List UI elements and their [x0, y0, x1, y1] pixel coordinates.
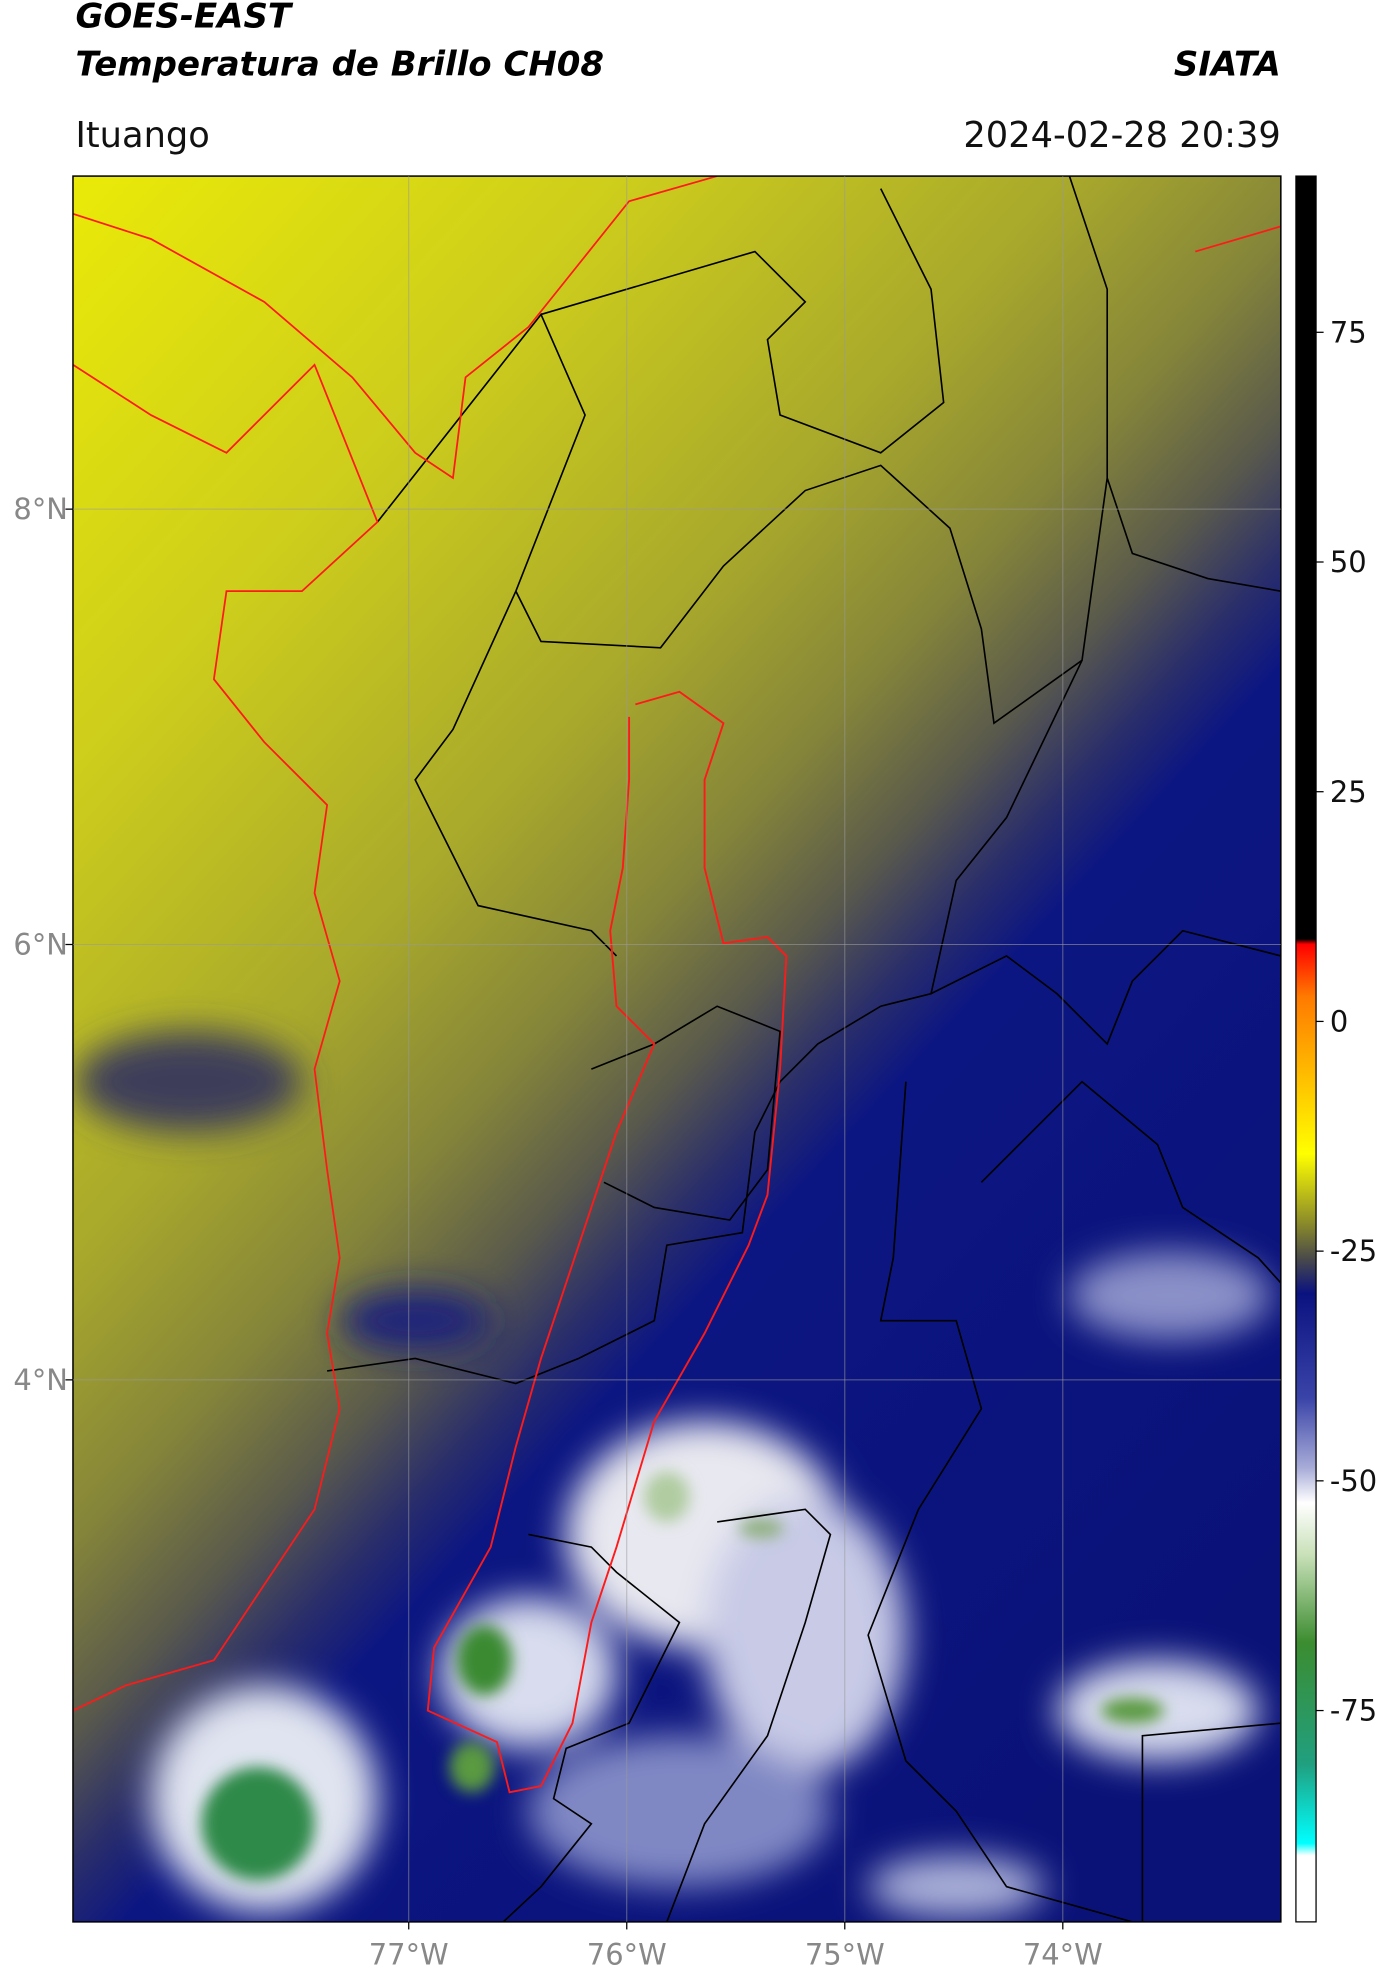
boundary	[414, 590, 618, 957]
boundary	[1106, 477, 1281, 592]
ituango-basin	[426, 690, 788, 1794]
cloud	[75, 1031, 302, 1132]
cold-core	[456, 1625, 513, 1696]
colorbar-tick-label: 25	[1330, 775, 1367, 809]
boundary	[1141, 1722, 1281, 1922]
cold-cores	[201, 1471, 1164, 1881]
coastline	[72, 176, 1281, 1712]
y-tick-label: 4°N	[13, 1363, 68, 1397]
boundary	[502, 1533, 681, 1922]
cold-core	[644, 1471, 690, 1522]
datetime: 2024-02-28 20:39	[963, 115, 1280, 156]
coast	[72, 363, 379, 1712]
coast	[1195, 225, 1281, 253]
boundary	[980, 1080, 1281, 1284]
colorbar-tick-label: -25	[1330, 1234, 1377, 1268]
source: SIATA	[1174, 44, 1281, 84]
cold-core	[201, 1767, 315, 1881]
cold-core	[449, 1742, 495, 1793]
boundary	[376, 176, 1109, 725]
colorbar-tick-label: 75	[1330, 315, 1367, 349]
subtitle: Temperatura de Brillo CH08	[75, 44, 604, 84]
boundary	[540, 188, 945, 454]
map-image	[72, 176, 1281, 1922]
cloud	[339, 1289, 491, 1353]
map-frame	[72, 175, 1282, 1923]
boundary	[591, 1005, 781, 1221]
cloud	[704, 1496, 906, 1774]
x-tick-label: 75°W	[805, 1938, 885, 1972]
grid	[72, 176, 1281, 1922]
colorbar-tick-label: 0	[1330, 1004, 1348, 1038]
y-tick-label: 8°N	[13, 492, 68, 526]
title: GOES-EAST	[75, 0, 293, 37]
colorbar-tick-label: 50	[1330, 545, 1367, 579]
x-tick-label: 74°W	[1023, 1938, 1103, 1972]
colorbar-tick-label: -50	[1330, 1464, 1377, 1498]
cold-core	[738, 1518, 784, 1539]
boundary	[666, 1508, 832, 1922]
cloud	[1069, 1251, 1271, 1340]
cloud	[528, 1735, 831, 1887]
colorbar	[1295, 175, 1317, 1923]
x-tick-label: 76°W	[587, 1938, 667, 1972]
boundary	[867, 1081, 1133, 1922]
coast	[72, 176, 718, 480]
boundary	[930, 929, 1281, 1046]
cloud	[868, 1855, 1045, 1919]
axis-ticks: 77°W 76°W 75°W 74°W 8°N 6°N 4°N	[13, 492, 1102, 1971]
x-tick-label: 77°W	[369, 1938, 449, 1972]
colorbar-ticks: 75 50 25 0 -25 -50 -75	[1316, 315, 1377, 1728]
location: Ituango	[75, 115, 209, 156]
cold-core	[1100, 1698, 1164, 1724]
colorbar-tick-label: -75	[1330, 1694, 1377, 1728]
y-tick-label: 6°N	[13, 928, 68, 962]
